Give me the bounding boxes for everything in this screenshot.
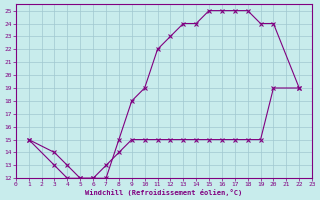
X-axis label: Windchill (Refroidissement éolien,°C): Windchill (Refroidissement éolien,°C) (85, 189, 243, 196)
